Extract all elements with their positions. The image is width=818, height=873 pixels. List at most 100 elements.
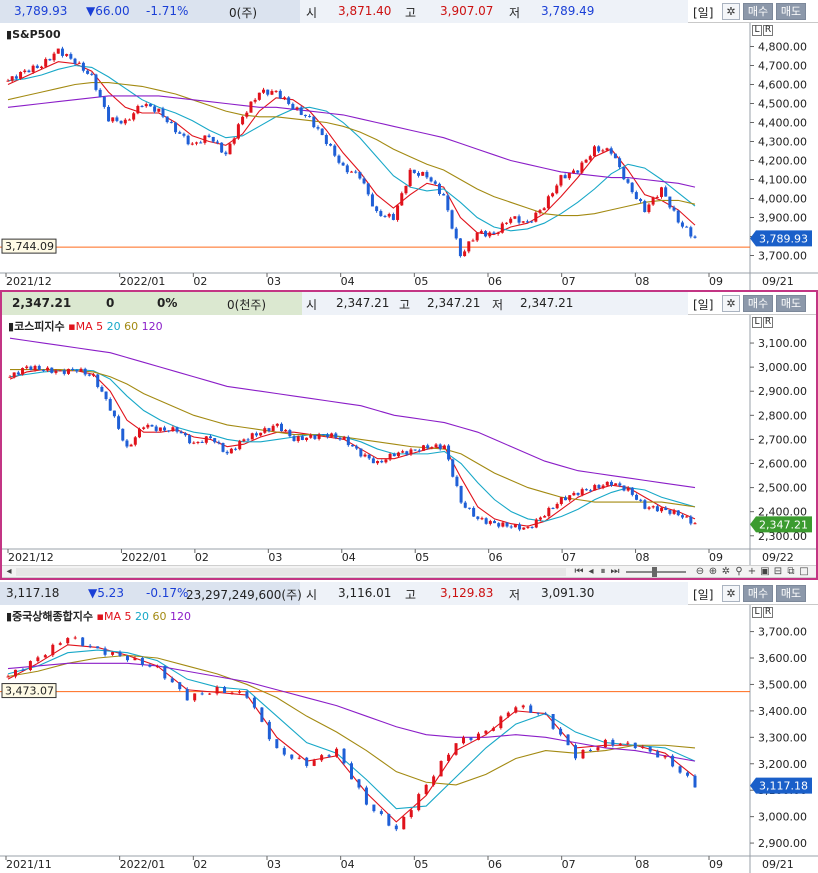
save-icon[interactable]: ▣ [760,566,770,577]
candle-body [158,427,162,431]
y-tick-label: 4,300.00 [758,136,807,149]
settings-icon[interactable]: ✲ [721,566,731,577]
restore-icon[interactable]: ⧉ [787,566,795,577]
x-tick-label: 2021/12 [6,275,52,288]
scale-right-button[interactable]: R [763,25,773,36]
candle-body [253,99,257,102]
ma5-label: 5 [124,610,132,623]
candle-body [305,437,309,440]
candle-body [284,430,288,432]
candle-body [58,370,62,372]
chart-type-icon[interactable]: ⚲ [735,566,743,577]
candle-body [384,459,388,463]
candle-body [320,128,324,136]
horizontal-scrollbar[interactable] [16,568,566,576]
sell-button[interactable]: 매도 [776,295,806,312]
pause-icon[interactable]: ⏸ [600,566,606,577]
candle-body [437,183,441,194]
prev-icon[interactable]: ◂ [588,566,594,577]
quote-header: 3,789.93 ▼66.00 -1.71% 0(주) 시 3,871.40 고… [0,0,818,23]
period-selector[interactable]: [일] [693,6,714,20]
candle-body [66,638,70,644]
volume: 0(천주) [227,298,267,312]
candle-body [543,516,547,518]
candle-body [275,423,279,426]
candle-body [232,138,236,144]
candle-body [412,169,416,173]
zoom-out-icon[interactable]: ⊖ [695,566,705,577]
scale-right-button[interactable]: R [763,317,773,328]
candle-body [618,483,622,486]
candle-body [426,445,430,449]
scale-right-button[interactable]: R [763,607,773,618]
candle-body [196,441,200,443]
scroll-left-icon[interactable]: ◂ [6,566,12,577]
buy-button[interactable]: 매수 [743,3,773,20]
chart-legend: ▮S&P500 [6,28,61,41]
buy-button[interactable]: 매수 [743,585,773,602]
candle-body [676,510,680,516]
sell-button[interactable]: 매도 [776,585,806,602]
volume: 23,297,249,600(주) [186,588,302,602]
price-change: ▼5.23 [88,586,124,600]
candle-body [200,693,204,695]
candle-body [40,66,44,68]
ma20-label: 20 [135,610,150,623]
candle-body [182,133,186,136]
candle-body [597,146,601,152]
reference-line-box [1,238,57,254]
candle-body [388,453,392,460]
candle-body [501,522,505,527]
candle-body [622,485,626,491]
candle-body [584,159,588,163]
crosshair-icon[interactable]: + [747,566,757,577]
candle-body [208,693,212,695]
period-selector[interactable]: [일] [693,588,714,602]
scale-left-button[interactable]: L [752,25,762,36]
fullscreen-icon[interactable]: □ [799,566,809,577]
settings-button[interactable]: ✲ [722,295,740,312]
candle-body [195,142,199,144]
candle-body [463,502,467,508]
candle-body [43,655,47,658]
candle-body [376,461,380,464]
candle-body [37,365,41,370]
scale-left-button[interactable]: L [752,607,762,618]
candle-body [509,218,513,223]
current-price: 3,117.18 [6,586,60,600]
settings-button[interactable]: ✲ [722,3,740,20]
x-tick-label: 05 [415,551,429,564]
sell-button[interactable]: 매도 [776,3,806,20]
window-icon[interactable]: ⊟ [773,566,783,577]
candle-body [299,107,303,115]
candle-body [506,712,510,717]
candle-body [659,187,663,197]
candle-body [422,445,426,451]
zoom-slider-handle[interactable] [652,567,657,577]
candle-body [321,434,325,436]
candle-body [596,747,600,751]
candle-body [35,65,39,68]
zoom-in-icon[interactable]: ⊕ [708,566,718,577]
candle-body [140,106,144,108]
candle-body [58,643,62,645]
x-tick-label: 06 [488,858,502,871]
candle-body [651,506,655,508]
candle-body [136,106,140,114]
y-tick-label: 4,100.00 [758,174,807,187]
quote-header: 3,117.18 ▼5.23 -0.17% 23,297,249,600(주) … [0,582,818,605]
candle-body [117,416,121,429]
candle-body [626,179,630,183]
scroll-last-icon[interactable]: ⏭ [610,566,620,577]
period-selector[interactable]: [일] [693,298,714,312]
scale-left-button[interactable]: L [752,317,762,328]
candle-body [641,746,645,749]
candle-body [559,497,563,504]
scroll-first-icon[interactable]: ⏮ [574,566,584,577]
settings-button[interactable]: ✲ [722,585,740,602]
candle-body [291,103,295,110]
candle-body [193,693,197,701]
buy-button[interactable]: 매수 [743,295,773,312]
last-price-label: 2,347.21 [759,518,808,531]
legend-marker: ▮ [6,610,13,623]
